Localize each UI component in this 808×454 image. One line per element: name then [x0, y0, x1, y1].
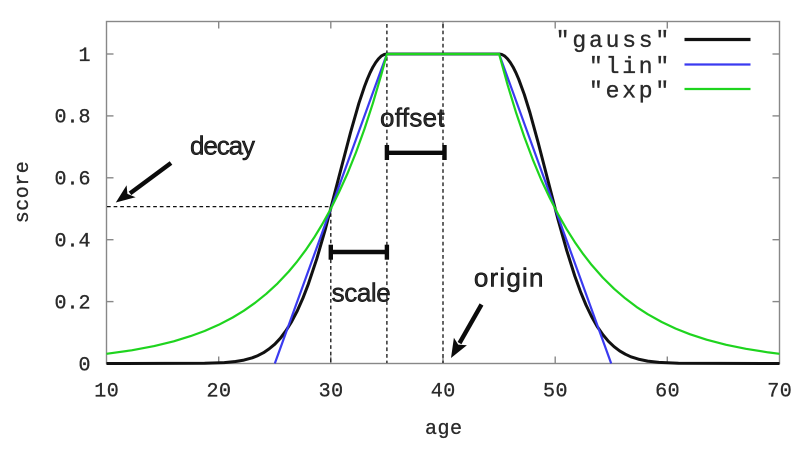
svg-text:50: 50 — [543, 381, 568, 404]
svg-text:score: score — [12, 161, 35, 224]
svg-text:scale: scale — [332, 278, 391, 308]
svg-text:age: age — [425, 418, 463, 441]
svg-text:0.8: 0.8 — [54, 107, 90, 130]
svg-text:70: 70 — [767, 381, 792, 404]
svg-text:0.4: 0.4 — [54, 231, 90, 254]
svg-text:decay: decay — [190, 131, 255, 161]
svg-text:20: 20 — [206, 381, 231, 404]
svg-text:"gauss": "gauss" — [556, 28, 672, 54]
svg-text:offset: offset — [380, 103, 445, 133]
svg-text:0.2: 0.2 — [54, 292, 90, 315]
svg-text:0: 0 — [78, 354, 90, 377]
svg-text:40: 40 — [431, 381, 456, 404]
svg-text:origin: origin — [474, 263, 545, 293]
svg-text:60: 60 — [655, 381, 680, 404]
svg-text:"exp": "exp" — [589, 79, 672, 105]
svg-text:1: 1 — [78, 45, 90, 68]
svg-text:"lin": "lin" — [589, 54, 672, 80]
svg-text:10: 10 — [94, 381, 119, 404]
svg-text:0.6: 0.6 — [54, 169, 90, 192]
svg-text:30: 30 — [319, 381, 344, 404]
